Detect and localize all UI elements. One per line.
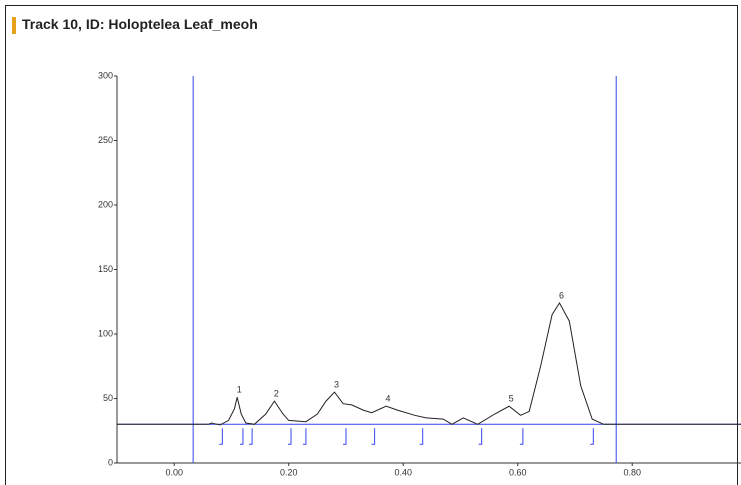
peak-boundary [371,428,376,445]
peak-boundary [342,428,347,445]
peak-boundary [478,428,483,445]
x-tick-label: 0.60 [509,467,527,477]
peak-boundary [590,428,594,445]
panel-frame [5,5,738,485]
y-tick-label: 250 [98,135,113,145]
peak-label: 2 [274,388,279,398]
peak-boundary [519,428,524,445]
peak-boundary [219,428,223,445]
y-tick-label: 0 [108,457,113,467]
y-tick-label: 100 [98,328,113,338]
x-tick-label: 0.80 [623,467,641,477]
x-tick-label: 0.40 [394,467,412,477]
peak-boundary [239,428,244,445]
y-tick-label: 200 [98,199,113,209]
y-tick-label: 300 [98,70,113,80]
peak-label: 3 [334,379,339,389]
peak-boundary [249,428,253,445]
y-tick-label: 50 [103,393,113,403]
peak-label: 6 [559,290,564,300]
x-tick-label: 0.00 [165,467,183,477]
peak-boundary [419,428,424,445]
peak-label: 4 [386,394,391,404]
peak-label: 5 [509,394,514,404]
x-tick-label: 0.20 [280,467,298,477]
chart-title: Track 10, ID: Holoptelea Leaf_meoh [22,16,258,32]
density-curve [117,302,741,426]
peak-boundary [288,428,292,445]
title-accent [12,17,16,34]
peak-label: 1 [237,385,242,395]
y-tick-label: 150 [98,264,113,274]
peak-boundary [302,428,307,445]
